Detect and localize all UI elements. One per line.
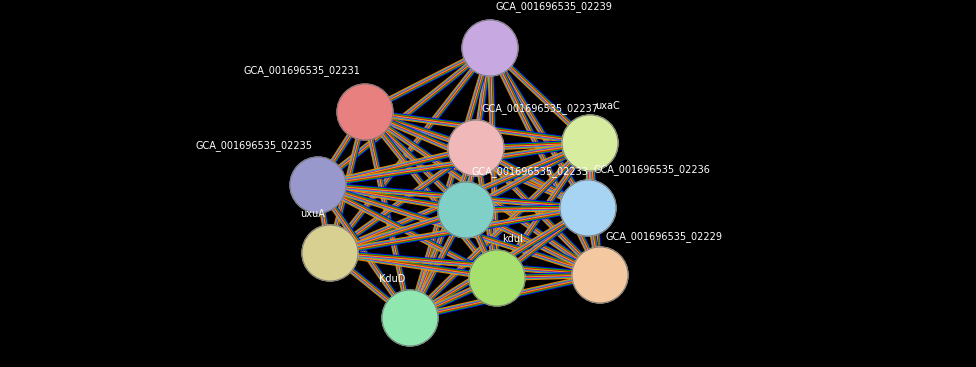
Circle shape [562,115,618,171]
Circle shape [560,180,616,236]
Text: uxaC: uxaC [595,101,620,111]
Text: uxuA: uxuA [301,209,325,219]
Circle shape [290,157,346,213]
Circle shape [462,20,518,76]
Text: GCA_001696535_02239: GCA_001696535_02239 [495,1,612,12]
Text: GCA_001696535_02229: GCA_001696535_02229 [605,231,722,242]
Text: GCA_001696535_02235: GCA_001696535_02235 [196,140,313,151]
Circle shape [302,225,358,281]
Circle shape [337,84,393,140]
Circle shape [448,120,504,176]
Circle shape [382,290,438,346]
Text: kduI: kduI [502,234,523,244]
Circle shape [438,182,494,238]
Text: GCA_001696535_02233: GCA_001696535_02233 [471,166,588,177]
Text: GCA_001696535_02237: GCA_001696535_02237 [481,103,598,114]
Text: KduD: KduD [379,274,405,284]
Circle shape [572,247,628,303]
Circle shape [469,250,525,306]
Text: GCA_001696535_02231: GCA_001696535_02231 [243,65,360,76]
Text: GCA_001696535_02236: GCA_001696535_02236 [593,164,710,175]
